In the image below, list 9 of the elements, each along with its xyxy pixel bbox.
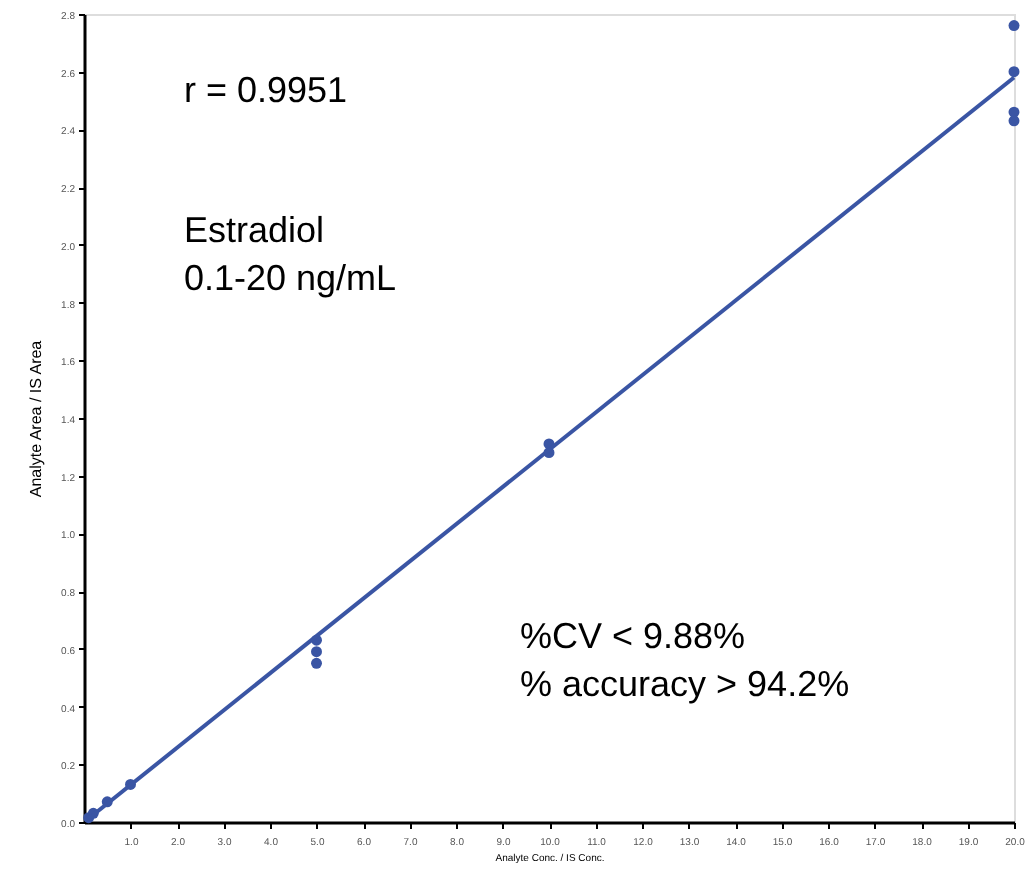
y-axis-title: Analyte Area / IS Area [27, 339, 46, 498]
annotation: %CV < 9.88% % accuracy > 94.2% [520, 616, 850, 704]
point [1008, 115, 1020, 127]
point [1008, 20, 1020, 32]
annotation: Estradiol 0.1-20 ng/mL [184, 210, 397, 298]
annotation: r = 0.9951 [184, 70, 348, 110]
point [311, 646, 322, 658]
point [311, 657, 322, 669]
point [1008, 66, 1020, 78]
